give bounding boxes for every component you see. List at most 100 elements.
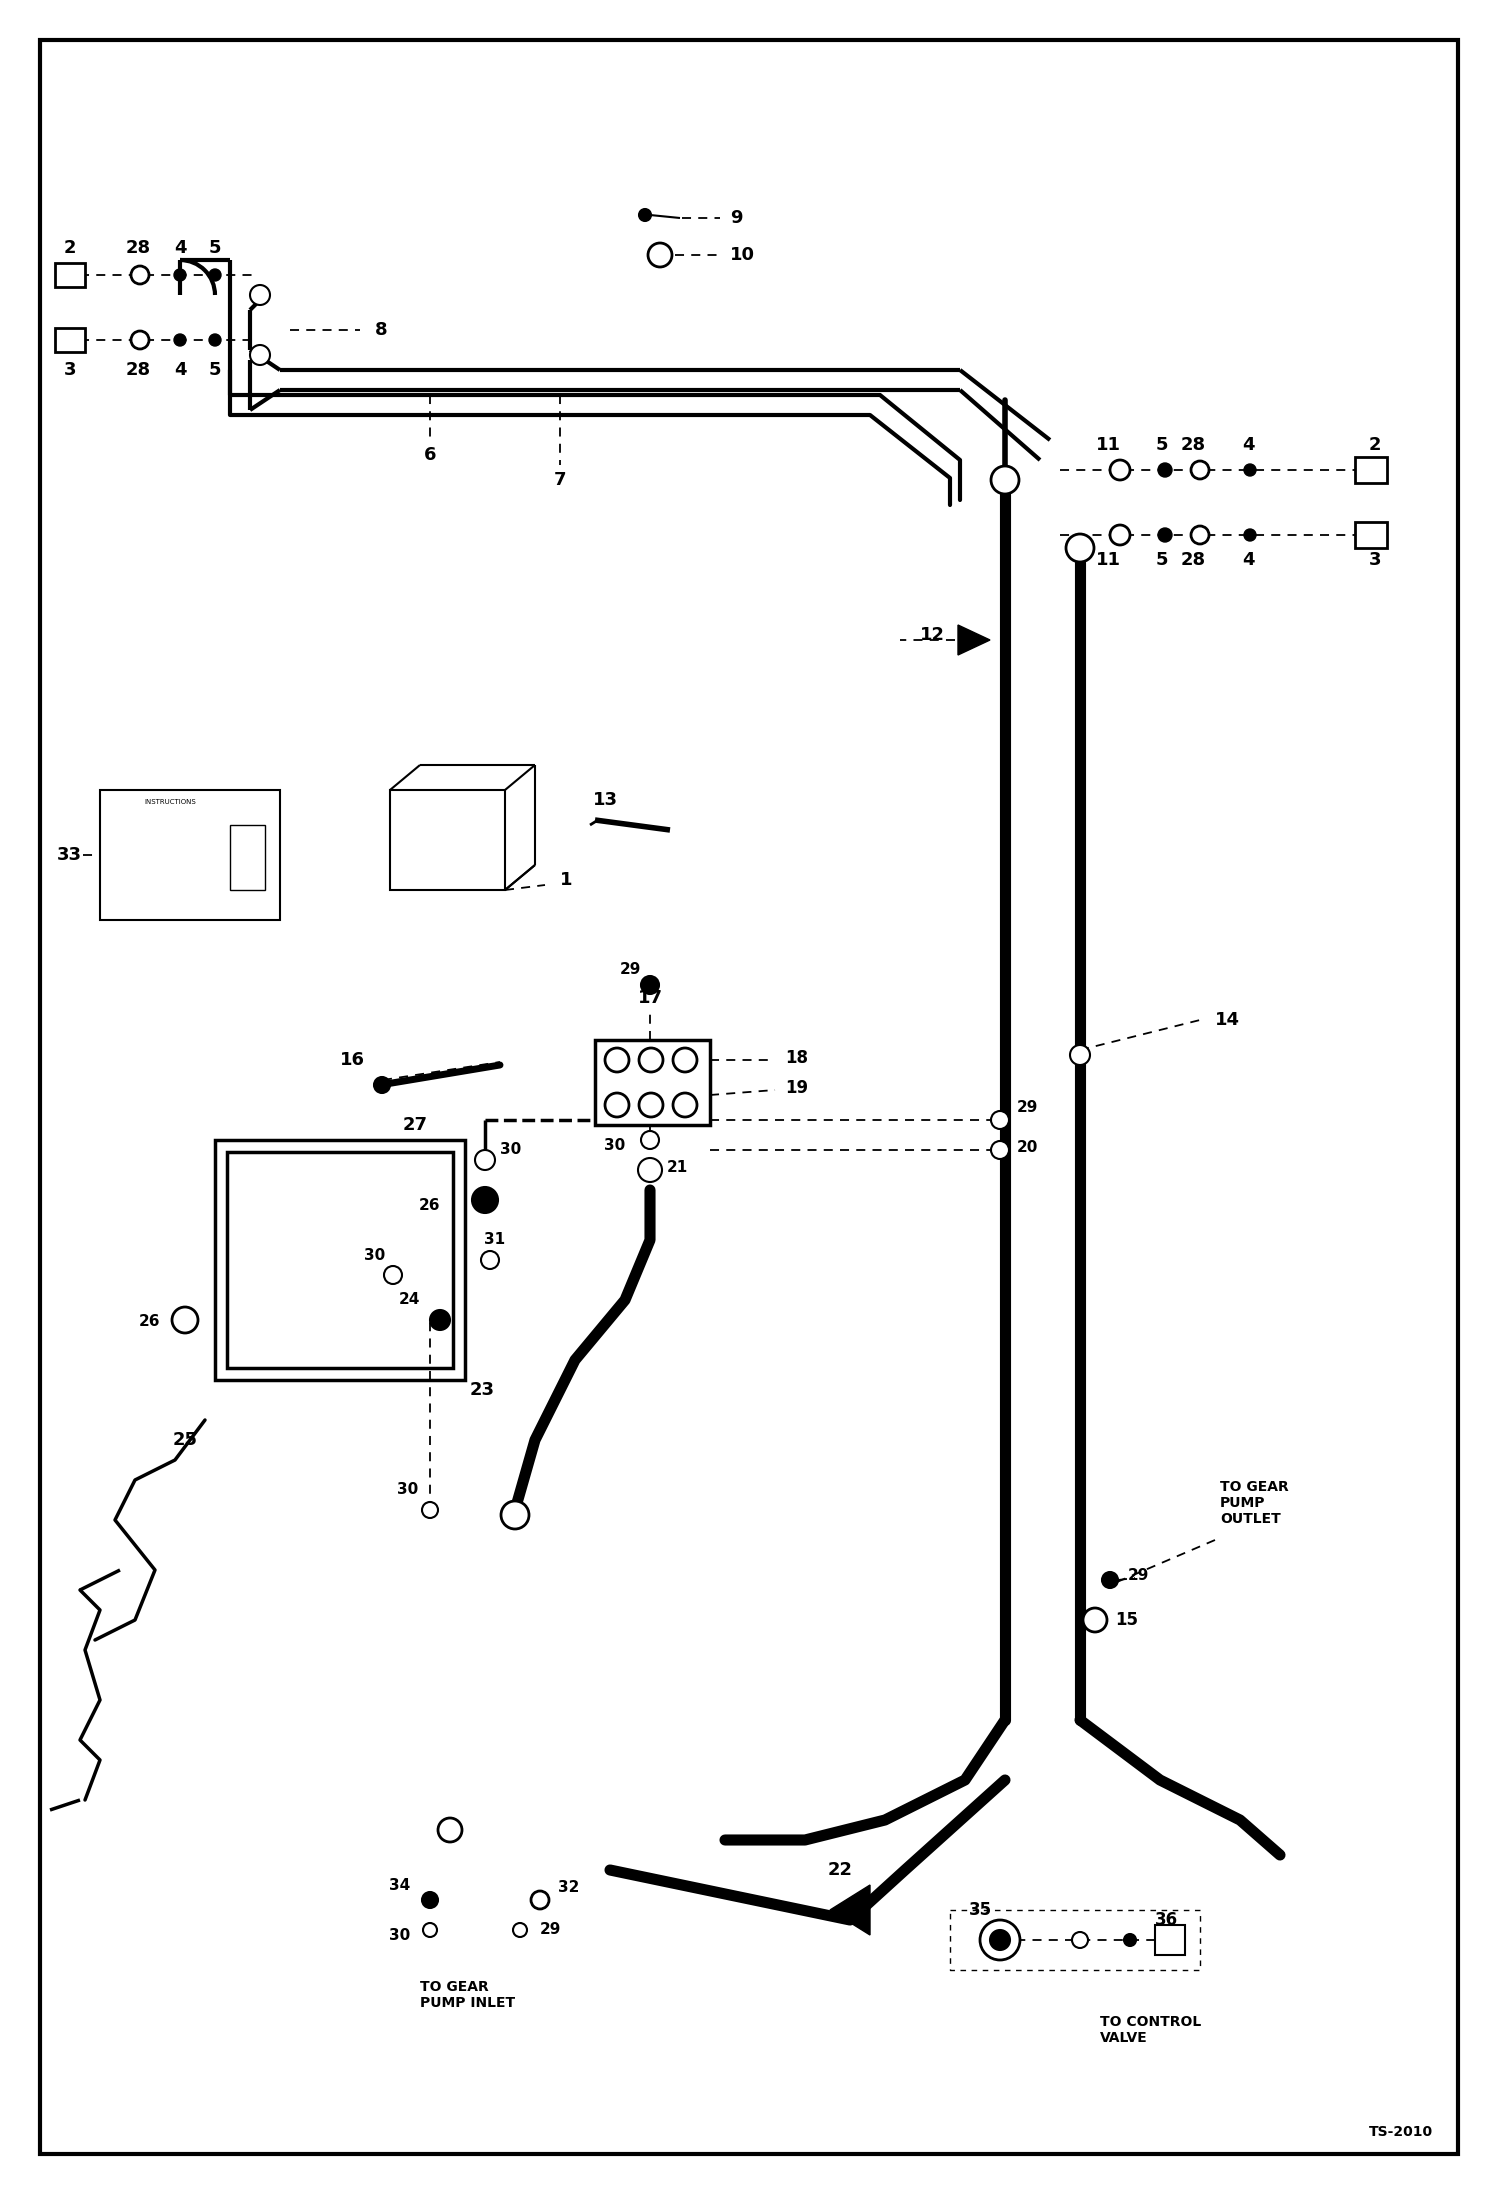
Text: 11: 11	[1095, 551, 1121, 568]
Circle shape	[250, 344, 270, 364]
Text: 4: 4	[1242, 551, 1254, 568]
Circle shape	[383, 1266, 401, 1283]
Circle shape	[673, 1093, 697, 1117]
Circle shape	[992, 1110, 1010, 1130]
Circle shape	[174, 270, 186, 281]
Circle shape	[1110, 524, 1129, 544]
Circle shape	[1158, 529, 1171, 542]
Text: 19: 19	[785, 1079, 807, 1097]
Circle shape	[1191, 527, 1209, 544]
Text: 28: 28	[126, 239, 151, 257]
Polygon shape	[959, 625, 990, 656]
Text: 30: 30	[500, 1143, 521, 1158]
Text: 29: 29	[1128, 1567, 1149, 1582]
Text: 24: 24	[398, 1292, 419, 1308]
Circle shape	[1073, 1933, 1088, 1948]
Text: 35: 35	[968, 1900, 992, 1920]
Circle shape	[437, 1819, 461, 1843]
Text: 27: 27	[403, 1117, 427, 1134]
Text: 28: 28	[1180, 551, 1206, 568]
Text: 28: 28	[126, 362, 151, 380]
Text: 26: 26	[418, 1198, 440, 1213]
Text: 28: 28	[1180, 437, 1206, 454]
Bar	[55, 327, 85, 351]
Circle shape	[605, 1093, 629, 1117]
Polygon shape	[830, 1885, 870, 1935]
Text: 4: 4	[1242, 437, 1254, 454]
Circle shape	[992, 1141, 1010, 1158]
Text: 26: 26	[138, 1314, 160, 1330]
Circle shape	[472, 1187, 497, 1213]
Text: TO CONTROL
VALVE: TO CONTROL VALVE	[1100, 2014, 1201, 2045]
Text: 8: 8	[374, 320, 388, 340]
Bar	[389, 790, 505, 891]
Text: 17: 17	[638, 989, 662, 1007]
Circle shape	[1158, 463, 1171, 476]
Circle shape	[992, 465, 1019, 494]
Circle shape	[990, 1931, 1010, 1950]
Text: 1: 1	[560, 871, 572, 889]
Bar	[55, 263, 85, 287]
Bar	[100, 790, 280, 919]
Text: TS-2010: TS-2010	[1369, 2126, 1434, 2139]
Circle shape	[210, 333, 222, 347]
Circle shape	[481, 1251, 499, 1268]
Text: 31: 31	[484, 1233, 505, 1248]
Circle shape	[130, 331, 148, 349]
Bar	[228, 1152, 452, 1369]
Circle shape	[530, 1891, 548, 1909]
Bar	[595, 1040, 710, 1126]
Text: 30: 30	[604, 1136, 626, 1152]
Text: 11: 11	[1095, 437, 1121, 454]
Circle shape	[605, 1049, 629, 1073]
Text: 5: 5	[208, 239, 222, 257]
Text: 33: 33	[57, 847, 82, 864]
Text: 2: 2	[1369, 437, 1381, 454]
Circle shape	[1070, 1044, 1091, 1064]
Text: 29: 29	[1017, 1101, 1038, 1115]
Bar	[216, 1141, 464, 1380]
Text: 15: 15	[1115, 1610, 1138, 1628]
Text: 29: 29	[619, 963, 641, 979]
Circle shape	[1110, 461, 1129, 480]
Circle shape	[1067, 533, 1094, 562]
Bar	[1356, 456, 1387, 483]
Text: 5: 5	[1156, 437, 1168, 454]
Circle shape	[422, 1891, 437, 1909]
Text: TO GEAR
PUMP INLET: TO GEAR PUMP INLET	[419, 1979, 515, 2010]
Circle shape	[475, 1150, 494, 1169]
Circle shape	[1243, 463, 1255, 476]
Circle shape	[640, 1093, 664, 1117]
Text: 23: 23	[470, 1380, 494, 1400]
Text: 32: 32	[557, 1880, 580, 1896]
Circle shape	[640, 208, 652, 222]
Circle shape	[422, 1922, 437, 1937]
Circle shape	[1191, 461, 1209, 478]
Circle shape	[641, 1130, 659, 1150]
Text: 10: 10	[730, 246, 755, 263]
Circle shape	[374, 1077, 389, 1093]
Circle shape	[250, 285, 270, 305]
Circle shape	[210, 270, 222, 281]
Text: 5: 5	[1156, 551, 1168, 568]
Text: 5: 5	[208, 362, 222, 380]
Text: 4: 4	[174, 362, 186, 380]
Text: 25: 25	[172, 1430, 198, 1448]
Text: 30: 30	[364, 1248, 385, 1262]
Circle shape	[422, 1503, 437, 1518]
Text: 22: 22	[827, 1861, 852, 1878]
Circle shape	[430, 1310, 449, 1330]
Bar	[231, 825, 265, 891]
Text: 34: 34	[389, 1878, 410, 1893]
Text: 36: 36	[1155, 1911, 1177, 1929]
Bar	[1356, 522, 1387, 548]
Circle shape	[174, 333, 186, 347]
Text: 20: 20	[1017, 1141, 1038, 1156]
Circle shape	[649, 244, 673, 268]
Text: 14: 14	[1215, 1011, 1240, 1029]
Circle shape	[172, 1308, 198, 1334]
Text: 30: 30	[397, 1483, 418, 1499]
Text: 16: 16	[340, 1051, 366, 1068]
Circle shape	[512, 1922, 527, 1937]
Text: 29: 29	[539, 1922, 562, 1937]
